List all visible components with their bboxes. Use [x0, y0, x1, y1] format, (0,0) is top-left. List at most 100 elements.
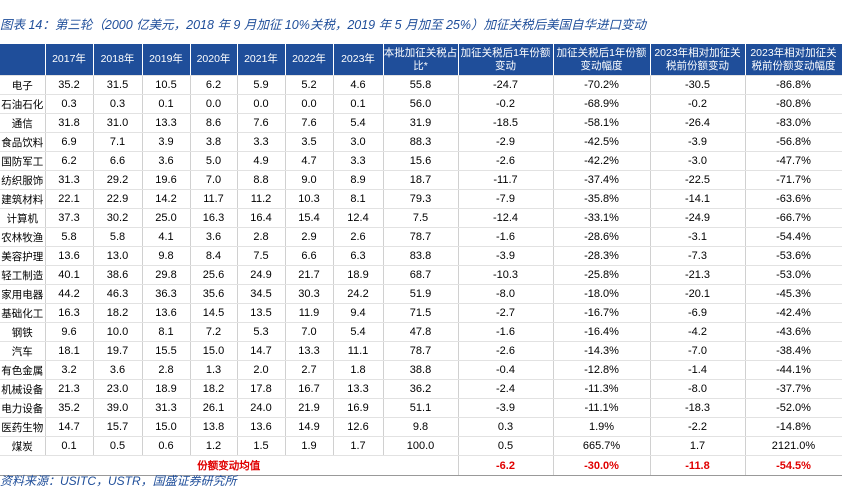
table-cell: 8.6 [190, 113, 238, 133]
table-cell: 19.6 [142, 170, 191, 190]
table-cell: -25.8% [553, 265, 651, 285]
table-cell: 15.0 [190, 341, 238, 361]
table-cell: 0.0 [190, 94, 238, 114]
table-cell: 0.3 [45, 94, 94, 114]
table-cell: 35.2 [45, 75, 94, 95]
table-cell: 2.8 [142, 360, 191, 380]
table-row: 煤炭 0.1 0.5 0.6 1.2 1.5 1.9 1.7 100.0 0.5 665.7% 1.7… [0, 436, 842, 456]
header-cell: 2021年 [237, 44, 286, 76]
table-cell: 15.5 [142, 341, 191, 361]
header-cell: 2023年 [333, 44, 384, 76]
table-cell: 1.9 [285, 436, 334, 456]
table-cell: -16.4% [553, 322, 651, 342]
table-row: 机械设备 21.3 23.0 18.9 18.2 17.8 16.7 13.3 36.2 -2.4… [0, 379, 842, 399]
table-cell: 13.3 [333, 379, 384, 399]
table-cell: 2.8 [237, 227, 286, 247]
table-cell: 14.7 [237, 341, 286, 361]
table-cell: 9.8 [142, 246, 191, 266]
table-cell: 0.3 [93, 94, 143, 114]
table-row: 通信 31.8 31.0 13.3 8.6 7.6 7.6 5.4 31.9 -18.5 -58.1… [0, 113, 842, 133]
table-cell: 55.8 [383, 75, 459, 95]
table-cell: 0.6 [142, 436, 191, 456]
table-cell: -16.7% [553, 303, 651, 323]
table-cell: -18.0% [553, 284, 651, 304]
table-cell: 13.3 [285, 341, 334, 361]
table-cell: 16.3 [190, 208, 238, 228]
table-cell: 23.0 [93, 379, 143, 399]
table-row: 石油石化 0.3 0.3 0.1 0.0 0.0 0.0 0.1 56.0 -0.2 -68.9% -… [0, 94, 842, 114]
table-cell: 6.6 [93, 151, 143, 171]
table-cell: -24.9 [650, 208, 746, 228]
table-cell: 1.3 [190, 360, 238, 380]
table-cell: 1.7 [333, 436, 384, 456]
table-body: 电子 35.2 31.5 10.5 6.2 5.9 5.2 4.6 55.8 -24.7 -70.2… [0, 75, 842, 476]
table-row: 家用电器 44.2 46.3 36.3 35.6 34.5 30.3 24.2 51.9 -8.0… [0, 284, 842, 304]
table-cell: 7.2 [190, 322, 238, 342]
header-cell: 2023年相对加征关税前份额变动幅度 [745, 44, 842, 76]
table-cell: -11.1% [553, 398, 651, 418]
table-cell: 3.5 [285, 132, 334, 152]
header-cell: 2020年 [190, 44, 238, 76]
table-cell: -80.8% [745, 94, 842, 114]
table-cell: 7.5 [237, 246, 286, 266]
table-title: 图表 14：第三轮（2000 亿美元，2018 年 9 月加征 10%关税，20… [0, 18, 646, 32]
table-cell: 88.3 [383, 132, 459, 152]
table-cell: 18.9 [142, 379, 191, 399]
row-label: 计算机 [0, 208, 46, 228]
table-cell: -11.3% [553, 379, 651, 399]
table-cell: -2.9 [458, 132, 554, 152]
table-cell: 6.2 [190, 75, 238, 95]
table-cell: -18.5 [458, 113, 554, 133]
row-label: 轻工制造 [0, 265, 46, 285]
table-cell: 0.1 [45, 436, 94, 456]
table-cell: 8.1 [142, 322, 191, 342]
table-cell: 2.0 [237, 360, 286, 380]
table-cell: 19.7 [93, 341, 143, 361]
table-cell: 7.5 [383, 208, 459, 228]
table-cell: -24.7 [458, 75, 554, 95]
table-cell: 4.7 [285, 151, 334, 171]
table-cell: -71.7% [745, 170, 842, 190]
table-cell: 5.3 [237, 322, 286, 342]
table-cell: 31.3 [142, 398, 191, 418]
table-cell: -14.8% [745, 417, 842, 437]
table-row: 基础化工 16.3 18.2 13.6 14.5 13.5 11.9 9.4 71.5 -2.7-… [0, 303, 842, 323]
table-cell: 3.3 [237, 132, 286, 152]
table-cell: -8.0 [650, 379, 746, 399]
table-cell: 38.8 [383, 360, 459, 380]
row-label: 食品饮料 [0, 132, 46, 152]
table-cell: 24.2 [333, 284, 384, 304]
table-cell: 68.7 [383, 265, 459, 285]
table-cell: 21.3 [45, 379, 94, 399]
table-cell: 8.8 [237, 170, 286, 190]
table-cell: 35.6 [190, 284, 238, 304]
table-cell: 31.9 [383, 113, 459, 133]
table-cell: -4.2 [650, 322, 746, 342]
table-cell: 3.9 [142, 132, 191, 152]
table-cell: 16.3 [45, 303, 94, 323]
row-label: 美容护理 [0, 246, 46, 266]
table-cell: -70.2% [553, 75, 651, 95]
table-cell: 13.6 [45, 246, 94, 266]
table-row: 钢铁 9.6 10.0 8.1 7.2 5.3 7.0 5.4 47.8 -1.6 -16.4% -4… [0, 322, 842, 342]
table-cell: 5.0 [190, 151, 238, 171]
table-cell: 4.1 [142, 227, 191, 247]
table-cell: -2.6 [458, 151, 554, 171]
table-cell: 7.6 [285, 113, 334, 133]
table-cell: 18.2 [93, 303, 143, 323]
table-cell: -3.9 [650, 132, 746, 152]
table-cell: 7.6 [237, 113, 286, 133]
table-cell: -18.3 [650, 398, 746, 418]
table-cell: 2.6 [333, 227, 384, 247]
table-cell: 39.0 [93, 398, 143, 418]
table-cell: 16.4 [237, 208, 286, 228]
table-cell: 0.1 [142, 94, 191, 114]
table-cell: 3.6 [190, 227, 238, 247]
table-cell: 12.4 [333, 208, 384, 228]
table-cell: -42.4% [745, 303, 842, 323]
table-cell: 10.5 [142, 75, 191, 95]
table-cell: -26.4 [650, 113, 746, 133]
table-cell: -1.4 [650, 360, 746, 380]
table-row: 轻工制造 40.1 38.6 29.8 25.6 24.9 21.7 18.9 68.7 -10.… [0, 265, 842, 285]
table-cell: -2.6 [458, 341, 554, 361]
